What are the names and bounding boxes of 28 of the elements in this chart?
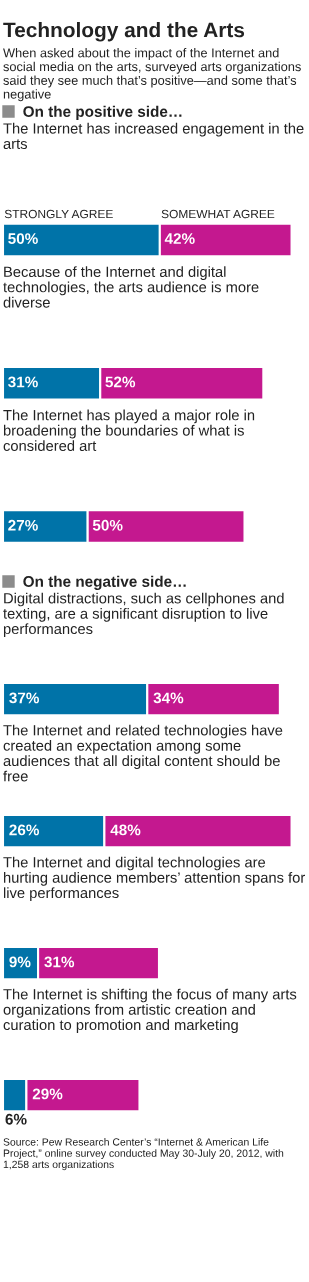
chart-title: On the positive side…	[23, 105, 182, 120]
y-tick-label: The Internet is shifting the focus of many arts organizations from artistic creation and curation to promotion and marketing	[3, 988, 297, 1034]
data-label: 29%	[32, 1088, 63, 1100]
y-tick-label: The Internet and related technologies have created an expectation among some audiences that all digital content should be free	[3, 724, 283, 782]
series-label: SOMEWHAT AGREE	[161, 209, 275, 219]
data-label: 6%	[5, 1113, 27, 1125]
data-label: 52%	[105, 376, 136, 388]
data-label: 34%	[153, 692, 184, 704]
y-tick-label: Because of the Internet and digital technologies, the arts audience is more diverse	[3, 266, 259, 308]
series-label: STRONGLY AGREE	[4, 209, 113, 219]
chart-title: On the negative side…	[23, 575, 186, 590]
data-label: 42%	[164, 233, 195, 244]
data-label: 27%	[8, 519, 38, 531]
data-label: 37%	[9, 692, 40, 704]
y-tick-label: The Internet has increased engagement in the arts	[3, 122, 304, 149]
y-tick-label: The Internet has played a major role in broadening the boundaries of what is considered art	[3, 409, 255, 451]
data-label: 26%	[9, 824, 40, 836]
source-note: Source: Pew Research Center’s “Internet & American Life Project,” online survey conducted May 30-July 20, 2012, with 1,258 arts organizations	[3, 1138, 284, 1171]
text: Technology and the Arts	[3, 22, 245, 42]
y-tick-label: The Internet and digital technologies are hurting audience members’ attention spans for live performances	[3, 856, 305, 902]
data-label: 48%	[110, 824, 141, 836]
data-label: 50%	[92, 519, 123, 531]
y-tick-label: Digital distractions, such as cellphones and texting, are a significant disruption to live performances	[3, 592, 284, 638]
data-label: 9%	[9, 956, 31, 968]
text: When asked about the impact of the Internet and social media on the arts, surveyed arts organizations said they see much that’s positive—and some that’s negative	[3, 48, 301, 102]
data-label: 31%	[44, 956, 75, 968]
data-label: 31%	[8, 376, 38, 388]
data-label: 50%	[8, 233, 38, 244]
